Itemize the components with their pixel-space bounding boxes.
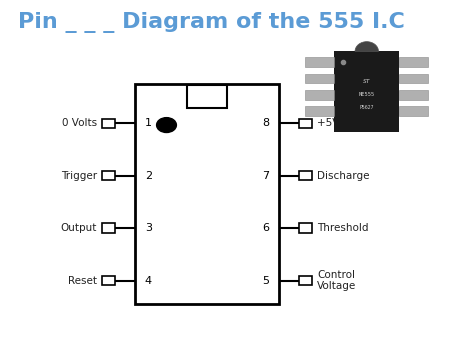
Bar [306, 90, 334, 99]
Text: Control
Voltage: Control Voltage [317, 270, 356, 291]
Text: NE555: NE555 [359, 92, 375, 97]
Bar [400, 106, 428, 116]
Wedge shape [355, 42, 378, 51]
Bar [299, 119, 312, 128]
Bar [102, 223, 115, 233]
Bar [299, 223, 312, 233]
Text: Reset: Reset [68, 275, 97, 286]
Text: 8: 8 [262, 118, 269, 128]
Text: 0 Volts: 0 Volts [62, 118, 97, 128]
Bar [102, 119, 115, 128]
Text: 7: 7 [262, 171, 269, 181]
Text: P5627: P5627 [360, 105, 374, 110]
Bar [400, 74, 428, 83]
Bar [299, 171, 312, 180]
Text: Pin _ _ _ Diagram of the 555 I.C: Pin _ _ _ Diagram of the 555 I.C [18, 12, 405, 33]
Bar [299, 276, 312, 285]
Bar [400, 90, 428, 99]
Text: 3: 3 [145, 223, 152, 233]
Text: 2: 2 [145, 171, 152, 181]
Text: 1: 1 [145, 118, 152, 128]
Bar [400, 57, 428, 67]
Text: Trigger: Trigger [61, 171, 97, 181]
Text: 6: 6 [262, 223, 269, 233]
Text: Discharge: Discharge [317, 171, 370, 181]
Text: Threshold: Threshold [317, 223, 369, 233]
Bar [102, 171, 115, 180]
Text: ST: ST [363, 79, 370, 84]
Bar [334, 51, 400, 132]
Bar [102, 276, 115, 285]
Text: +5V to15V: +5V to15V [317, 118, 374, 128]
Bar [306, 106, 334, 116]
Text: Output: Output [60, 223, 97, 233]
Bar [135, 84, 279, 304]
Bar [306, 74, 334, 83]
Text: 5: 5 [262, 275, 269, 286]
Text: 4: 4 [145, 275, 152, 286]
Circle shape [157, 118, 176, 132]
Bar [306, 57, 334, 67]
Bar [187, 84, 227, 108]
